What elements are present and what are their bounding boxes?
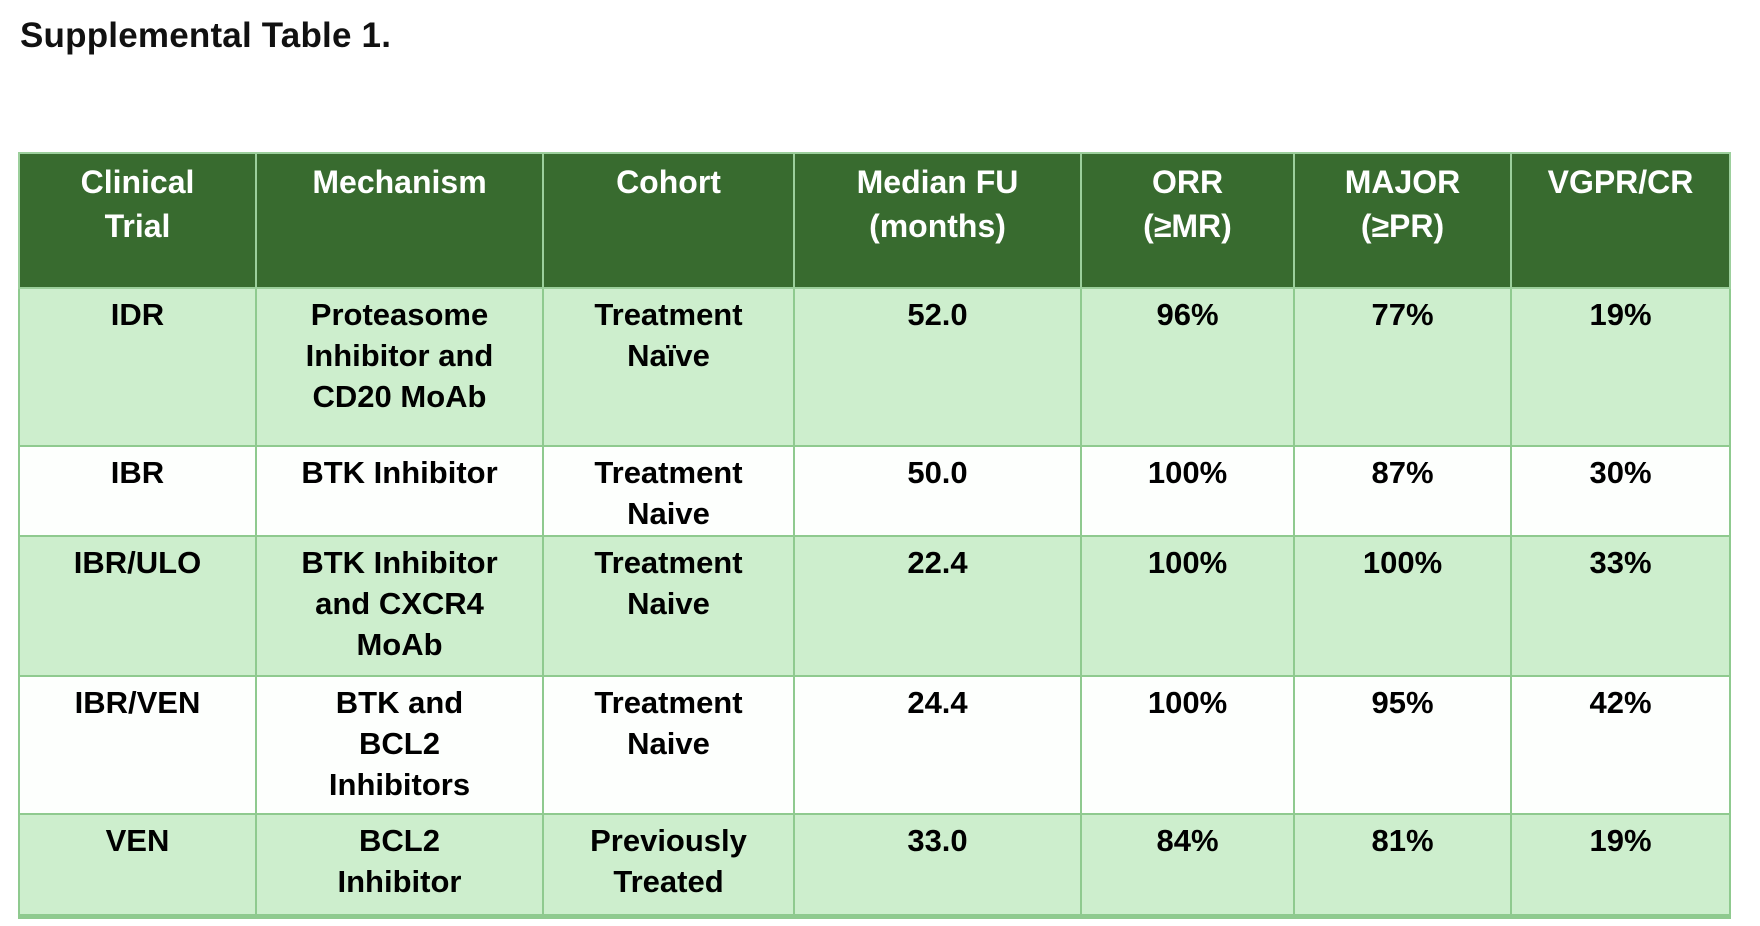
cell-median-fu: 52.0: [793, 287, 1082, 447]
table-row-ibr-ulo: IBR/ULO BTK Inhibitor and CXCR4 MoAb Tre…: [18, 535, 1731, 677]
cell-cohort: Previously Treated: [542, 813, 795, 917]
cell-mechanism: BTK Inhibitor: [255, 445, 544, 537]
cell-major: 95%: [1293, 675, 1512, 815]
col-header-orr: ORR (≥MR): [1080, 152, 1295, 289]
table-row-idr: IDR Proteasome Inhibitor and CD20 MoAb T…: [18, 287, 1731, 447]
col-header-vgpr-cr: VGPR/CR: [1510, 152, 1731, 289]
cell-vgpr-cr: 42%: [1510, 675, 1731, 815]
cell-mechanism: BTK Inhibitor and CXCR4 MoAb: [255, 535, 544, 677]
cell-vgpr-cr: 19%: [1510, 287, 1731, 447]
col-header-clinical-trial: Clinical Trial: [18, 152, 257, 289]
cell-trial: IDR: [18, 287, 257, 447]
cell-cohort: Treatment Naïve: [542, 287, 795, 447]
table-header-row: Clinical Trial Mechanism Cohort Median F…: [18, 152, 1731, 289]
cell-major: 77%: [1293, 287, 1512, 447]
cell-major: 81%: [1293, 813, 1512, 917]
col-header-major: MAJOR (≥PR): [1293, 152, 1512, 289]
cell-trial: IBR: [18, 445, 257, 537]
cell-vgpr-cr: 30%: [1510, 445, 1731, 537]
page-title: Supplemental Table 1.: [20, 16, 392, 55]
col-header-mechanism: Mechanism: [255, 152, 544, 289]
cell-orr: 100%: [1080, 535, 1295, 677]
cell-vgpr-cr: 19%: [1510, 813, 1731, 917]
cell-cohort: Treatment Naive: [542, 675, 795, 815]
cell-orr: 96%: [1080, 287, 1295, 447]
cell-trial: VEN: [18, 813, 257, 917]
table-row-ibr-ven: IBR/VEN BTK and BCL2 Inhibitors Treatmen…: [18, 675, 1731, 815]
col-header-cohort: Cohort: [542, 152, 795, 289]
cell-vgpr-cr: 33%: [1510, 535, 1731, 677]
cell-major: 100%: [1293, 535, 1512, 677]
col-header-median-fu: Median FU (months): [793, 152, 1082, 289]
table-row-ibr: IBR BTK Inhibitor Treatment Naive 50.0 1…: [18, 445, 1731, 537]
cell-mechanism: BCL2 Inhibitor: [255, 813, 544, 917]
cell-median-fu: 50.0: [793, 445, 1082, 537]
cell-median-fu: 22.4: [793, 535, 1082, 677]
cell-cohort: Treatment Naive: [542, 535, 795, 677]
table-row-ven: VEN BCL2 Inhibitor Previously Treated 33…: [18, 813, 1731, 917]
cell-trial: IBR/ULO: [18, 535, 257, 677]
cell-mechanism: Proteasome Inhibitor and CD20 MoAb: [255, 287, 544, 447]
cell-major: 87%: [1293, 445, 1512, 537]
cell-mechanism: BTK and BCL2 Inhibitors: [255, 675, 544, 815]
cell-median-fu: 33.0: [793, 813, 1082, 917]
cell-orr: 84%: [1080, 813, 1295, 917]
cell-orr: 100%: [1080, 675, 1295, 815]
cell-cohort: Treatment Naive: [542, 445, 795, 537]
cell-trial: IBR/VEN: [18, 675, 257, 815]
cell-orr: 100%: [1080, 445, 1295, 537]
clinical-trials-table: Clinical Trial Mechanism Cohort Median F…: [18, 152, 1731, 919]
cell-median-fu: 24.4: [793, 675, 1082, 815]
